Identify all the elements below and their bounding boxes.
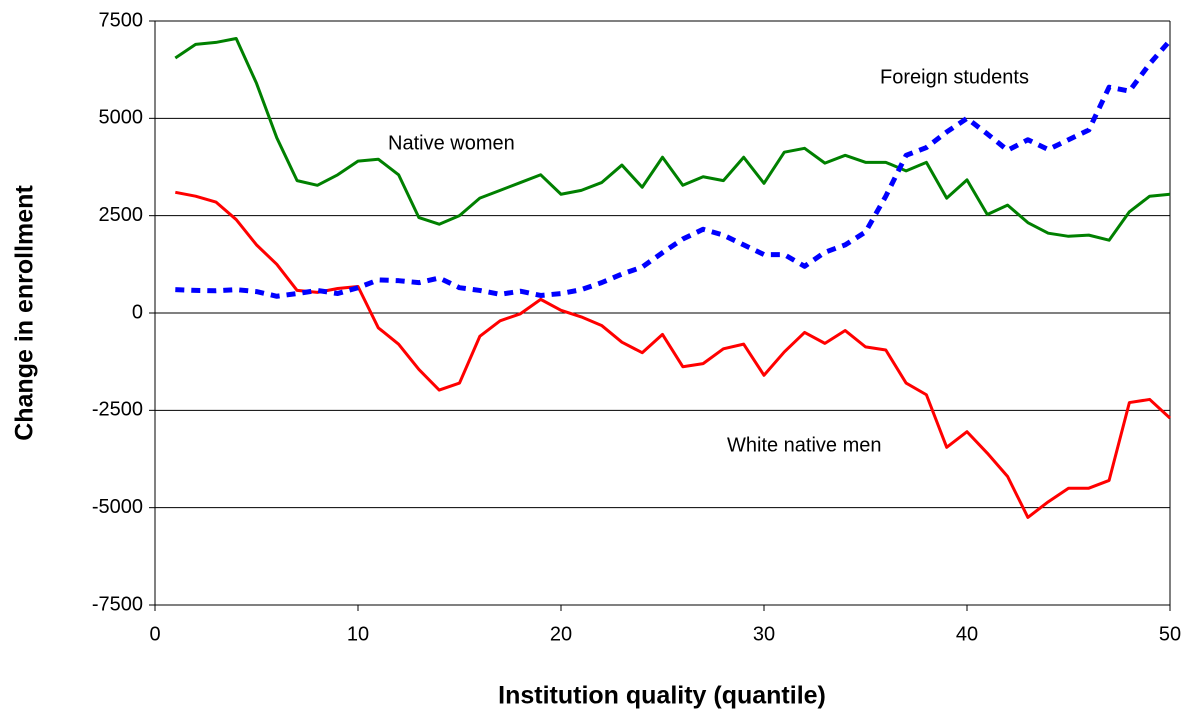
y-tick-label: 0 <box>132 301 143 323</box>
series-label: Native women <box>388 132 515 154</box>
y-tick-label: -5000 <box>92 496 143 518</box>
y-axis-title: Change in enrollment <box>11 185 39 441</box>
series-label: White native men <box>727 434 882 456</box>
x-tick-label: 40 <box>956 623 978 645</box>
y-tick-label: -2500 <box>92 399 143 421</box>
x-axis-title: Institution quality (quantile) <box>498 682 826 710</box>
series-line <box>174 37 1171 242</box>
y-tick-label: 5000 <box>99 107 144 129</box>
x-tick-label: 30 <box>753 623 775 645</box>
y-tick-label: -7500 <box>92 593 143 615</box>
x-tick-label: 0 <box>149 623 160 645</box>
x-tick-label: 20 <box>550 623 572 645</box>
y-tick-label: 2500 <box>99 204 144 226</box>
y-tick-label: 7500 <box>99 9 144 31</box>
series-line <box>175 38 1172 299</box>
x-tick-label: 50 <box>1159 623 1181 645</box>
series-label: Foreign students <box>880 66 1029 88</box>
x-tick-label: 10 <box>347 623 369 645</box>
series-line <box>175 190 1172 519</box>
